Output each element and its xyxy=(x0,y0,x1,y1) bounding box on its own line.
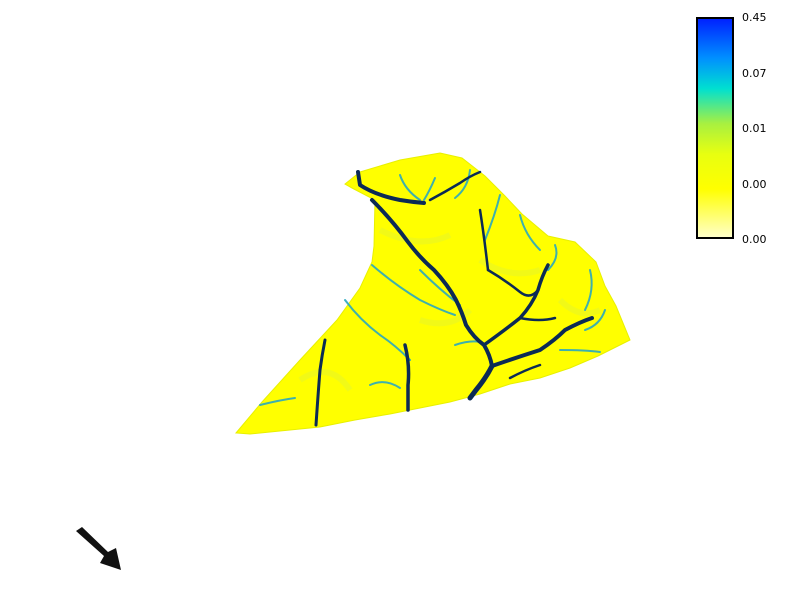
legend-label-min: 0.00 xyxy=(742,233,767,246)
legend-label-3: 0.01 xyxy=(742,122,767,135)
legend-label-max: 0.45 xyxy=(742,11,767,24)
arrow-icon xyxy=(76,527,121,570)
legend-label-2: 0.07 xyxy=(742,67,767,80)
main-channels xyxy=(314,170,594,427)
legend-colorbar xyxy=(696,17,734,239)
terrain-shading xyxy=(298,227,602,392)
legend-label-4: 0.00 xyxy=(742,178,767,191)
catchment-surface xyxy=(234,152,631,435)
